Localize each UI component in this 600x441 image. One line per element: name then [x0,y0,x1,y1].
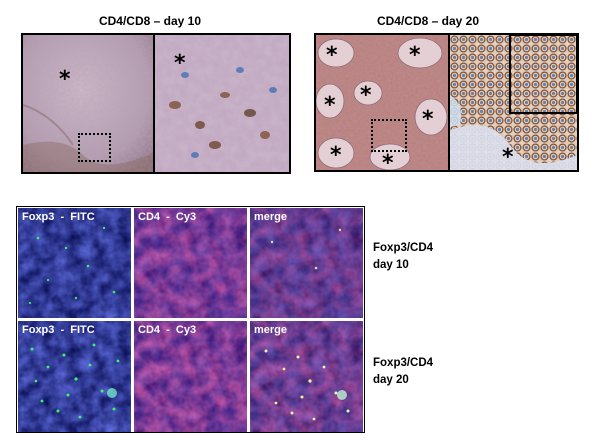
ihc-day20-star-4: * [360,83,372,108]
ihc-day20-star-5: * [422,107,434,132]
cd4-cy3-day20-image: CD4 - Cy3 [134,321,247,432]
label-merge-row2: merge [254,324,288,336]
ihc-day20-star-7: * [382,151,394,172]
side-label-row1: Foxp3/CD4 day 10 [373,240,433,274]
label-cd4-cy3-row1: CD4 - Cy3 [138,211,197,223]
ihc-day20-star-3: * [324,93,336,118]
ihc-panel-day20: * * * * * * * * [314,33,579,172]
ihc-day10-divider [153,35,155,172]
ihc-day20-lowmag-image [316,35,448,170]
label-cd4-cy3-row2: CD4 - Cy3 [138,324,197,336]
foxp3-fitc-day20-image: Foxp3 - FITC [18,321,131,432]
side-label-row2-line1: Foxp3/CD4 [373,357,434,369]
merge-day10-image: merge [250,208,363,318]
side-label-row1-line1: Foxp3/CD4 [373,242,434,254]
cd4-cy3-day10-image: CD4 - Cy3 [134,208,247,318]
ihc-day10-highmag-star: * [174,51,186,76]
label-merge-row1: merge [254,211,288,223]
immunofluorescence-panel: Foxp3 - FITC CD4 - Cy3 merge [16,206,365,433]
foxp3-fitc-day10-image: Foxp3 - FITC [18,208,131,318]
ihc-panel-day10: * * [21,33,291,174]
ihc-day20-star-2: * [409,43,421,68]
ihc-day10-roi-box [78,133,111,162]
merge-day20-image: merge [250,321,363,432]
side-label-row1-line2: day 10 [373,259,409,271]
title-cd4cd8-day10: CD4/CD8 – day 10 [98,14,202,28]
ihc-day20-highmag-image [450,35,577,170]
ihc-day20-star-6: * [330,143,342,168]
ihc-day20-star-1: * [326,43,338,68]
title-cd4cd8-day20: CD4/CD8 – day 20 [376,14,480,28]
ihc-day20-divider [448,35,450,170]
ihc-day10-lowmag-image [23,35,153,172]
label-foxp3-fitc-row1: Foxp3 - FITC [22,211,95,223]
ihc-day10-highmag-image [155,35,289,172]
ihc-day20-highmag-star: * [502,145,514,170]
side-label-row2-line2: day 20 [373,374,409,386]
label-foxp3-fitc-row2: Foxp3 - FITC [22,324,95,336]
side-label-row2: Foxp3/CD4 day 20 [373,355,433,389]
ihc-day10-lowmag-star: * [59,67,71,92]
ihc-day20-roi-box [371,119,407,152]
